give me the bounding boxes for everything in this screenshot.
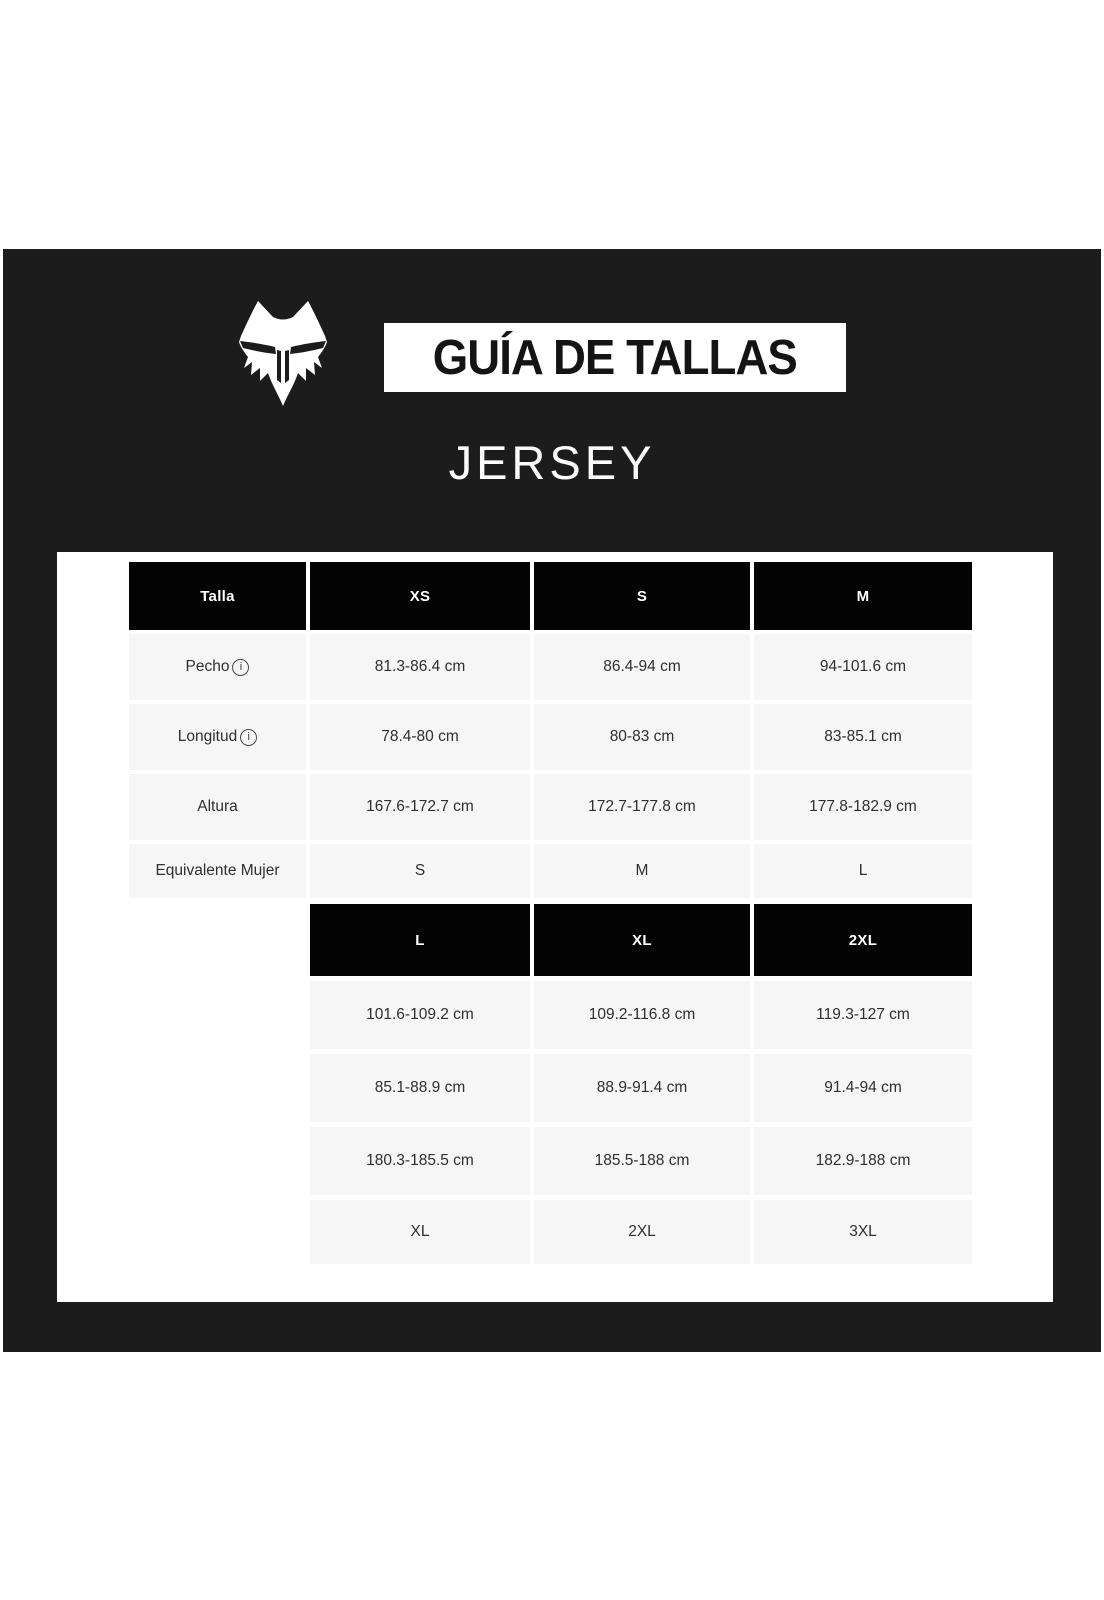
cell-longitud-l: 85.1-88.9 cm (310, 1054, 530, 1122)
info-circle-icon[interactable]: i (240, 728, 258, 746)
cell-equivalente-2xl: 3XL (754, 1200, 972, 1264)
cell-pecho-xs: 81.3-86.4 cm (310, 634, 530, 700)
cell-equivalente-s: M (534, 844, 750, 898)
col-header-talla: Talla (129, 562, 306, 630)
row-label-altura: Altura (129, 774, 306, 840)
title-banner: GUÍA DE TALLAS (384, 323, 846, 392)
size-table-panel: Talla XS S M Pecho i 81.3-86.4 cm 86.4-94… (57, 552, 1053, 1302)
cell-altura-m: 177.8-182.9 cm (754, 774, 972, 840)
cell-altura-2xl: 182.9-188 cm (754, 1127, 972, 1195)
col-header-2xl: 2XL (754, 904, 972, 976)
cell-longitud-m: 83-85.1 cm (754, 704, 972, 770)
cell-equivalente-l: XL (310, 1200, 530, 1264)
cell-pecho-xl: 109.2-116.8 cm (534, 981, 750, 1049)
row-label-text: Altura (197, 798, 238, 815)
row-label-pecho: Pecho i (129, 634, 306, 700)
row-label-text: Longitud (177, 728, 238, 745)
col-header-m: M (754, 562, 972, 630)
size-table-block-xs-s-m: Talla XS S M Pecho i 81.3-86.4 cm 86.4-94… (129, 562, 972, 898)
cell-altura-xs: 167.6-172.7 cm (310, 774, 530, 840)
cell-altura-xl: 185.5-188 cm (534, 1127, 750, 1195)
row-label-text: Equivalente Mujer (155, 862, 280, 879)
product-category-title: JERSEY (448, 436, 656, 489)
info-circle-icon[interactable]: i (232, 658, 250, 676)
cell-pecho-s: 86.4-94 cm (534, 634, 750, 700)
cell-longitud-xs: 78.4-80 cm (310, 704, 530, 770)
fox-head-icon (239, 301, 327, 406)
cell-pecho-l: 101.6-109.2 cm (310, 981, 530, 1049)
cell-pecho-2xl: 119.3-127 cm (754, 981, 972, 1049)
cell-longitud-xl: 88.9-91.4 cm (534, 1054, 750, 1122)
cell-equivalente-xl: 2XL (534, 1200, 750, 1264)
cell-longitud-2xl: 91.4-94 cm (754, 1054, 972, 1122)
cell-pecho-m: 94-101.6 cm (754, 634, 972, 700)
row-label-longitud: Longitud i (129, 704, 306, 770)
size-guide-section: GUÍA DE TALLAS JERSEY Talla XS S M Pecho… (3, 249, 1101, 1352)
cell-longitud-s: 80-83 cm (534, 704, 750, 770)
cell-equivalente-xs: S (310, 844, 530, 898)
col-header-xs: XS (310, 562, 530, 630)
col-header-s: S (534, 562, 750, 630)
cell-altura-l: 180.3-185.5 cm (310, 1127, 530, 1195)
cell-equivalente-m: L (754, 844, 972, 898)
cell-altura-s: 172.7-177.8 cm (534, 774, 750, 840)
col-header-l: L (310, 904, 530, 976)
col-header-xl: XL (534, 904, 750, 976)
size-table-block-l-xl-2xl: L XL 2XL 101.6-109.2 cm 109.2-116.8 cm 1… (310, 904, 972, 1264)
page-title: GUÍA DE TALLAS (432, 330, 798, 385)
row-label-equivalente-mujer: Equivalente Mujer (129, 844, 306, 898)
row-label-text: Pecho (185, 658, 230, 675)
